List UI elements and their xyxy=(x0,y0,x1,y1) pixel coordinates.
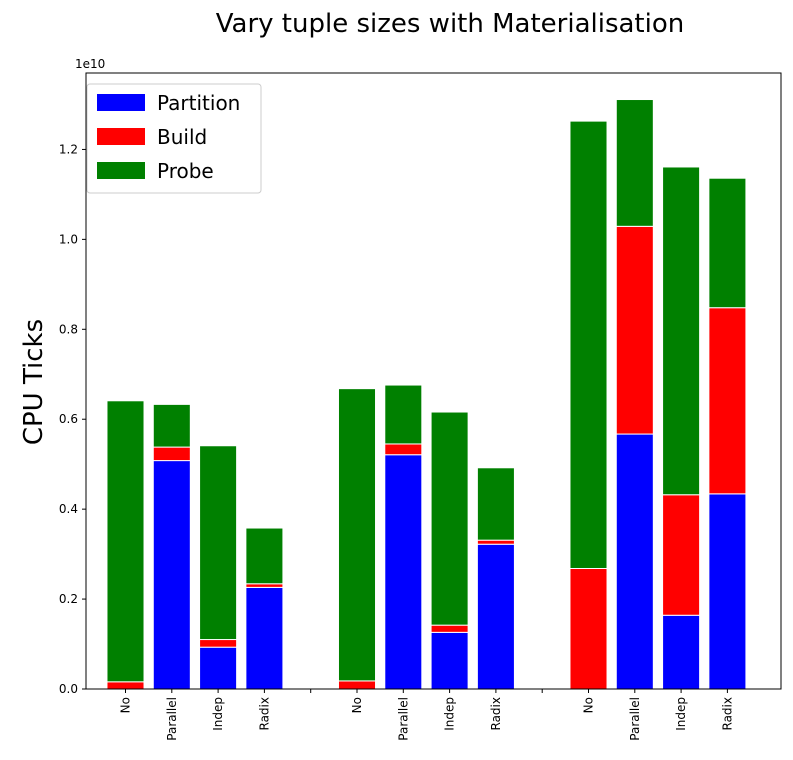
y-tick-label: 0.4 xyxy=(59,502,78,516)
bar-build-9 xyxy=(615,225,654,435)
x-tick-label: No xyxy=(119,697,133,713)
x-tick-label: Parallel xyxy=(628,697,642,741)
bar-build-1 xyxy=(152,446,191,462)
y-tick-label: 0.6 xyxy=(59,412,78,426)
x-tick-label: Parallel xyxy=(165,697,179,741)
bar-probe-11 xyxy=(708,177,747,309)
legend-swatch-probe xyxy=(97,162,145,179)
x-tick-label: Radix xyxy=(720,697,734,730)
bar-build-0 xyxy=(106,681,145,690)
chart-title: Vary tuple sizes with Materialisation xyxy=(216,9,684,39)
y-tick-label: 1.2 xyxy=(59,142,78,156)
y-axis-offset-label: 1e10 xyxy=(75,57,105,71)
bar-build-2 xyxy=(199,639,238,648)
bar-build-8 xyxy=(569,567,608,690)
bar-probe-1 xyxy=(152,403,191,448)
bar-build-7 xyxy=(476,539,515,545)
y-tick-label: 0.2 xyxy=(59,592,78,606)
bar-probe-5 xyxy=(384,384,423,445)
bar-build-3 xyxy=(245,583,284,588)
bar-build-10 xyxy=(662,494,701,616)
bar-probe-3 xyxy=(245,527,284,585)
bar-partition-7 xyxy=(476,543,515,690)
x-tick-label: Indep xyxy=(211,697,225,731)
x-tick-label: Indep xyxy=(443,697,457,731)
bar-partition-6 xyxy=(430,631,469,690)
bars-layer xyxy=(106,99,747,690)
bar-partition-1 xyxy=(152,460,191,690)
x-tick-label: Radix xyxy=(489,697,503,730)
bar-probe-10 xyxy=(662,166,701,496)
y-tick-label: 1.0 xyxy=(59,232,78,246)
plot-frame xyxy=(85,72,782,690)
x-tick-label: Radix xyxy=(257,697,271,730)
y-tick-label: 0.8 xyxy=(59,322,78,336)
x-tick-label: Parallel xyxy=(396,697,410,741)
bar-partition-2 xyxy=(199,646,238,690)
bar-partition-5 xyxy=(384,454,423,690)
bar-build-6 xyxy=(430,624,469,633)
bar-partition-9 xyxy=(615,433,654,690)
legend-swatch-partition xyxy=(97,94,145,111)
y-axis-label: CPU Ticks xyxy=(19,319,49,445)
x-tick-label: No xyxy=(350,697,364,713)
legend: Partition Build Probe xyxy=(86,83,262,194)
y-axis: 0.0 0.2 0.4 0.6 0.8 1.0 1.2 xyxy=(59,142,86,696)
bar-partition-3 xyxy=(245,586,284,690)
bar-probe-4 xyxy=(337,388,377,682)
legend-label-partition: Partition xyxy=(157,91,240,115)
bar-build-5 xyxy=(384,443,423,456)
bar-probe-2 xyxy=(199,445,238,641)
legend-label-probe: Probe xyxy=(157,159,214,183)
bar-probe-6 xyxy=(430,411,469,626)
bar-probe-7 xyxy=(476,467,515,541)
bar-build-11 xyxy=(708,307,747,495)
bar-partition-11 xyxy=(708,493,747,690)
x-tick-label: No xyxy=(582,697,596,713)
legend-label-build: Build xyxy=(157,125,207,149)
bar-build-4 xyxy=(337,680,377,690)
bar-partition-10 xyxy=(662,614,701,690)
x-axis: No Parallel Indep Radix No Parallel Indep Radix… xyxy=(119,689,734,741)
bar-probe-0 xyxy=(106,400,145,683)
bar-probe-9 xyxy=(615,99,654,227)
bar-probe-8 xyxy=(569,120,608,569)
legend-swatch-build xyxy=(97,128,145,145)
y-tick-label: 0.0 xyxy=(59,682,78,696)
x-tick-label: Indep xyxy=(674,697,688,731)
